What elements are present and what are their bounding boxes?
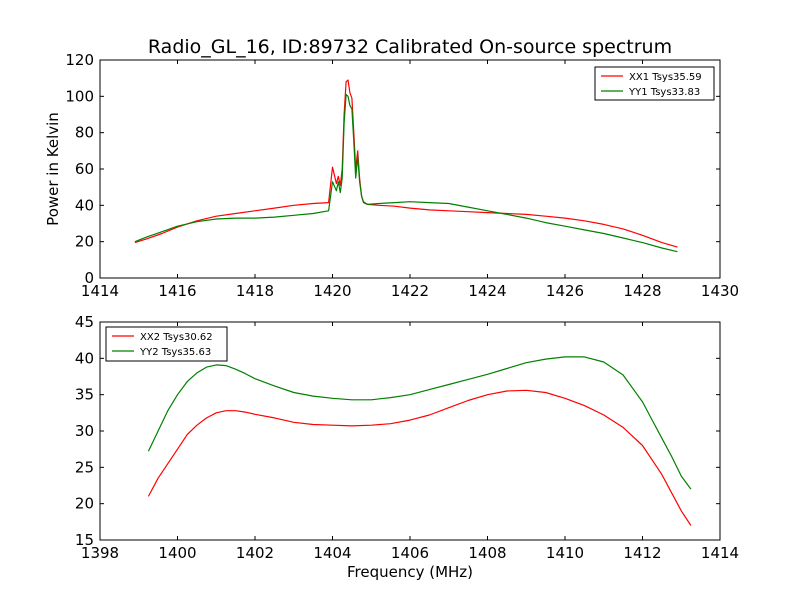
y-tick-label: 120 [65,51,94,69]
y-tick-label: 40 [75,349,94,367]
legend-label: XX1 Tsys35.59 [629,72,702,83]
legend-label: YY2 Tsys35.63 [139,347,211,358]
x-tick-label: 1404 [313,544,351,562]
y-tick-label: 60 [75,160,94,178]
x-tick-label: 1428 [623,282,661,300]
series-line-2 [134,93,678,253]
x-tick-label: 1426 [546,282,584,300]
y-tick-label: 20 [75,233,94,251]
y-tick-label: 80 [75,124,94,142]
x-tick-label: 1406 [391,544,429,562]
x-tick-label: 1400 [158,544,196,562]
x-tick-label: 1414 [701,544,739,562]
chart-title: Radio_GL_16, ID:89732 Calibrated On-sour… [148,36,672,58]
legend-box [105,326,228,362]
legend-label: YY1 Tsys33.83 [628,87,700,98]
x-tick-label: 1398 [81,544,119,562]
legend: XX1 Tsys35.59 YY1 Tsys33.83 [594,66,715,101]
x-tick-label: 1422 [391,282,429,300]
series-line-1 [147,389,692,526]
y-tick-label: 25 [75,458,94,476]
series-line-2 [147,356,692,490]
y-tick-label: 30 [75,422,94,440]
x-tick-label: 1424 [468,282,506,300]
x-tick-label: 1410 [546,544,584,562]
legend-label: XX2 Tsys30.62 [140,332,213,343]
top-y-axis-label: Power in Kelvin [44,112,62,226]
x-tick-label: 1412 [623,544,661,562]
x-tick-label: 1402 [236,544,274,562]
legend-box [594,66,715,101]
bottom-plot: 1398 1400 1402 1404 1406 1408 1410 1412 1414 15 20… [75,313,739,562]
x-tick-label: 1416 [158,282,196,300]
x-tick-label: 1420 [313,282,351,300]
y-tick-label: 20 [75,495,94,513]
x-tick-label: 1414 [81,282,119,300]
top-plot: 1414 1416 1418 1420 1422 1424 1426 1428 1430 0 20 4… [65,51,739,300]
bottom-x-axis-label: Frequency (MHz) [347,563,473,581]
x-tick-label: 1408 [468,544,506,562]
y-tick-label: 0 [84,269,94,287]
y-tick-label: 45 [75,313,94,331]
x-tick-label: 1418 [236,282,274,300]
y-tick-label: 15 [75,531,94,549]
legend: XX2 Tsys30.62 YY2 Tsys35.63 [105,326,228,362]
y-tick-label: 35 [75,386,94,404]
y-tick-label: 100 [65,87,94,105]
x-tick-label: 1430 [701,282,739,300]
y-tick-label: 40 [75,196,94,214]
